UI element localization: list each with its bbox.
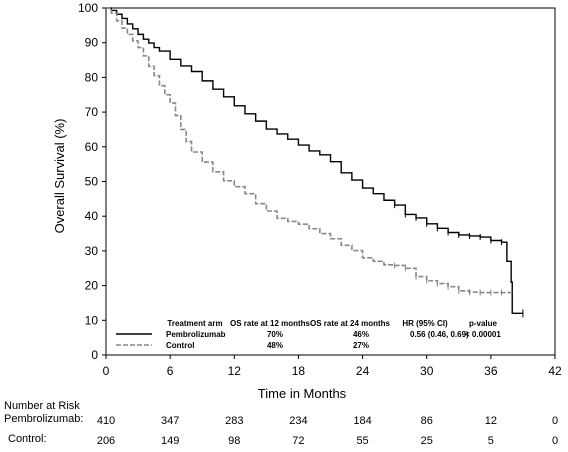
x-tick-label: 6 xyxy=(167,364,174,378)
y-tick-label: 0 xyxy=(91,348,98,362)
risk-cell: 206 xyxy=(96,435,116,447)
risk-table-title: Number at Risk xyxy=(4,400,80,412)
legend-header: OS rate at 24 months xyxy=(310,319,391,328)
x-tick-label: 30 xyxy=(420,364,434,378)
legend-header: Treatment arm xyxy=(167,319,222,328)
y-axis-label: Overall Survival (%) xyxy=(52,119,67,234)
risk-row-label: Control: xyxy=(8,433,47,445)
y-tick-label: 30 xyxy=(85,244,99,258)
y-tick-label: 50 xyxy=(85,175,99,189)
legend-header: p-value xyxy=(469,319,498,328)
y-tick-label: 70 xyxy=(85,105,99,119)
risk-cell: 72 xyxy=(292,435,305,447)
legend-arm: Pembrolizumab xyxy=(166,330,226,339)
legend-header: OS rate at 12 months xyxy=(230,319,311,328)
chart-axes: 0 10 20 30 40 50 60 70 80 90 100 0 6 12 18 24 30 36 42 xyxy=(78,1,562,378)
legend-hr: 0.56 (0.46, 0.69) xyxy=(410,330,469,339)
risk-cell: 347 xyxy=(160,415,180,427)
y-tick-label: 20 xyxy=(85,279,99,293)
risk-row-label: Pembrolizumab: xyxy=(4,413,84,425)
risk-cell: 410 xyxy=(96,415,116,427)
risk-cell: 55 xyxy=(356,435,369,447)
risk-cell: 5 xyxy=(487,435,494,447)
risk-cell: 234 xyxy=(289,415,308,427)
y-tick-label: 10 xyxy=(85,313,99,327)
risk-cell: 0 xyxy=(551,435,559,447)
series-line-pembrolizumab xyxy=(106,7,523,315)
risk-cell: 12 xyxy=(484,415,497,427)
risk-cell: 283 xyxy=(225,415,244,427)
legend-os12: 70% xyxy=(267,330,283,339)
legend-os24: 27% xyxy=(353,341,369,350)
risk-cell: 184 xyxy=(353,415,372,427)
x-axis-label: Time in Months xyxy=(258,386,347,401)
x-tick-label: 42 xyxy=(548,364,562,378)
x-tick-label: 12 xyxy=(228,364,242,378)
risk-cell: 86 xyxy=(420,415,433,427)
legend-os12: 48% xyxy=(267,341,283,350)
y-tick-label: 100 xyxy=(78,1,98,15)
risk-cell: 98 xyxy=(228,435,241,447)
x-tick-label: 24 xyxy=(356,364,370,378)
risk-cell: 0 xyxy=(551,415,559,427)
y-tick-label: 80 xyxy=(85,70,99,84)
y-tick-label: 40 xyxy=(85,209,99,223)
chart-legend: Treatment arm OS rate at 12 months OS rate… xyxy=(116,319,501,350)
x-tick-label: 18 xyxy=(292,364,306,378)
legend-header: HR (95% CI) xyxy=(402,319,448,328)
chart-series xyxy=(106,7,524,318)
x-tick-label: 36 xyxy=(484,364,498,378)
legend-pvalue: < 0.00001 xyxy=(465,330,501,339)
y-tick-label: 90 xyxy=(85,36,99,50)
y-tick-label: 60 xyxy=(85,140,99,154)
series-line-control xyxy=(106,7,513,294)
risk-cell: 25 xyxy=(420,435,433,447)
legend-os24: 46% xyxy=(353,330,369,339)
risk-cell: 149 xyxy=(160,435,180,447)
x-tick-label: 0 xyxy=(103,364,110,378)
legend-arm: Control xyxy=(166,341,194,350)
